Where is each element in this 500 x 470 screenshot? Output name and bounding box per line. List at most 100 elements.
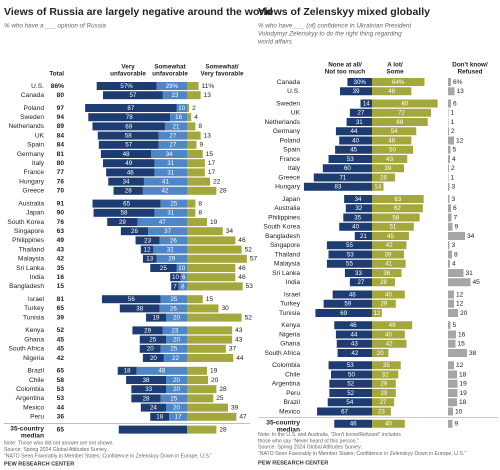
bar-segment bbox=[151, 150, 187, 158]
bar-segment bbox=[187, 227, 223, 236]
bar-segment bbox=[448, 321, 451, 330]
value-label: 26 bbox=[131, 228, 138, 235]
bar-segment bbox=[126, 376, 166, 384]
value-label: 2 bbox=[451, 165, 455, 172]
total-label: 39 bbox=[57, 314, 65, 321]
value-label: 6 bbox=[453, 205, 457, 212]
value-label: 18 bbox=[156, 414, 163, 421]
country-label: Tunisia bbox=[23, 314, 44, 321]
value-label: 42 bbox=[386, 341, 393, 348]
bar-segment bbox=[372, 87, 412, 96]
bar-segment bbox=[103, 91, 163, 100]
value-label: 80 bbox=[401, 100, 408, 107]
bar-segment bbox=[448, 155, 450, 163]
country-label: Kenya bbox=[25, 327, 44, 334]
bar-segment bbox=[108, 177, 144, 186]
country-label: U.S. bbox=[287, 88, 300, 95]
country-label: Chile bbox=[285, 371, 300, 378]
bar-segment bbox=[187, 186, 217, 195]
value-label: 9 bbox=[199, 142, 203, 149]
value-label: 6% bbox=[453, 79, 463, 86]
value-label: 31 bbox=[167, 210, 174, 217]
bar-segment bbox=[187, 412, 237, 421]
value-label: 25 bbox=[170, 296, 177, 303]
bar-segment bbox=[158, 131, 187, 140]
bar-segment bbox=[448, 173, 449, 182]
bar-segment bbox=[150, 264, 177, 272]
value-label: 17 bbox=[175, 414, 182, 421]
total-label: 97 bbox=[57, 105, 65, 112]
column-header: unfavorable bbox=[110, 71, 146, 78]
bar-segment bbox=[372, 419, 405, 428]
value-label: 28 bbox=[380, 174, 387, 181]
value-label: 23 bbox=[171, 327, 178, 334]
value-label: 52 bbox=[347, 381, 354, 388]
country-label: India bbox=[30, 274, 45, 281]
value-label: 46 bbox=[238, 274, 246, 281]
column-header: Total bbox=[49, 71, 64, 78]
value-label: 39 bbox=[385, 165, 392, 172]
bar-segment bbox=[166, 376, 187, 384]
value-label: 34 bbox=[355, 196, 362, 203]
value-label: 47 bbox=[239, 414, 247, 421]
value-label: 45 bbox=[473, 279, 481, 286]
column-header: Very favorable bbox=[200, 71, 244, 78]
bar-segment bbox=[166, 385, 187, 394]
bar-segment bbox=[448, 87, 455, 96]
value-label: 46 bbox=[238, 265, 246, 272]
bar-segment bbox=[166, 313, 187, 322]
value-label: 44 bbox=[236, 355, 244, 362]
bar-segment bbox=[448, 349, 467, 357]
value-label: 19 bbox=[210, 368, 218, 375]
value-label: 54 bbox=[346, 399, 353, 406]
value-label: 2 bbox=[451, 128, 455, 135]
bar-segment bbox=[187, 394, 214, 403]
subtitle: % who have a ___ opinion of Russia bbox=[4, 23, 106, 30]
value-label: 55 bbox=[346, 242, 353, 249]
credit: PEW RESEARCH CENTER bbox=[258, 460, 328, 466]
value-label: 48 bbox=[158, 368, 165, 375]
value-label: 67 bbox=[341, 408, 348, 415]
total-label: 42 bbox=[57, 355, 65, 362]
value-label: 55 bbox=[346, 261, 353, 268]
value-label: 15 bbox=[206, 151, 214, 158]
country-label: France bbox=[23, 169, 44, 176]
country-label: Ghana bbox=[24, 336, 44, 343]
value-label: 12 bbox=[456, 291, 464, 298]
bar-segment bbox=[326, 259, 372, 268]
country-label: Mexico bbox=[279, 408, 300, 415]
bar-segment bbox=[187, 354, 234, 362]
total-label: 44 bbox=[57, 404, 65, 411]
value-label: 49 bbox=[389, 322, 396, 329]
bar-segment bbox=[187, 91, 201, 100]
bar-segment bbox=[131, 385, 166, 394]
value-label: 29 bbox=[168, 256, 175, 263]
value-label: 52 bbox=[347, 390, 354, 397]
bar-segment bbox=[100, 150, 152, 158]
column-header: Some bbox=[386, 69, 404, 76]
bar-segment bbox=[187, 199, 196, 208]
value-label: 48 bbox=[388, 137, 395, 144]
total-label: 42 bbox=[57, 256, 65, 263]
subtitle: world affairs bbox=[258, 39, 293, 46]
value-label: 37 bbox=[164, 228, 171, 235]
bar-segment bbox=[187, 295, 203, 304]
value-label: 25 bbox=[170, 201, 177, 208]
value-label: 7 bbox=[454, 214, 458, 221]
bar-segment bbox=[328, 155, 372, 163]
country-label: Spain bbox=[283, 147, 300, 154]
country-label: Australia bbox=[18, 200, 44, 207]
value-label: 29 bbox=[119, 219, 126, 226]
bar-segment bbox=[372, 349, 389, 357]
value-label: 13 bbox=[204, 132, 212, 139]
bar-segment bbox=[166, 403, 187, 412]
country-label: Japan bbox=[282, 196, 300, 203]
bar-segment bbox=[187, 159, 205, 168]
value-label: 31 bbox=[356, 119, 363, 126]
country-label: Colombia bbox=[272, 362, 300, 369]
value-label: 34 bbox=[166, 151, 173, 158]
bar-segment bbox=[148, 227, 187, 236]
country-label: Germany bbox=[17, 151, 45, 158]
bar-segment bbox=[154, 208, 187, 217]
value-label: 21 bbox=[360, 233, 367, 240]
